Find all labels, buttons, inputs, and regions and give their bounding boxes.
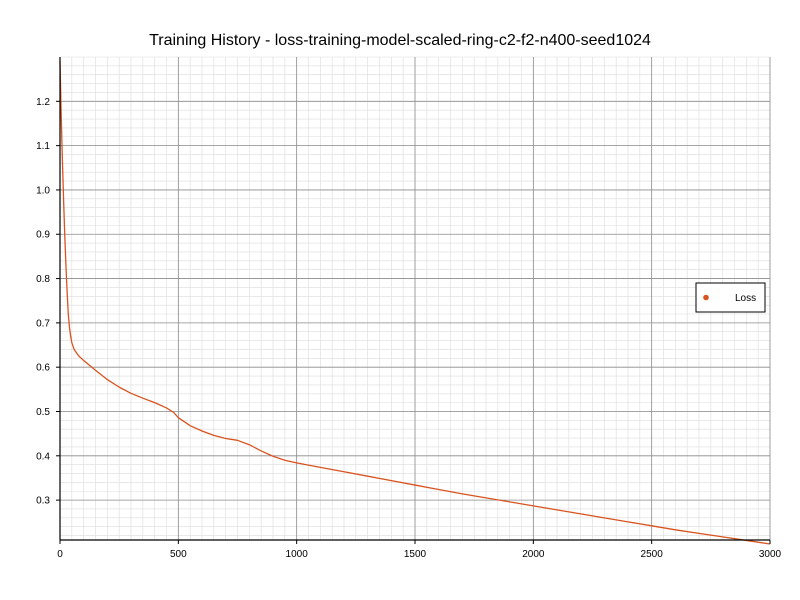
- y-tick-label: 0.9: [36, 230, 50, 241]
- x-tick-label: 1000: [286, 549, 309, 560]
- x-tick-label: 3000: [759, 549, 782, 560]
- series-layer: [59, 61, 771, 545]
- axes: [56, 57, 771, 544]
- y-tick-label: 0.3: [36, 496, 50, 507]
- legend[interactable]: Loss: [695, 282, 766, 313]
- y-tick-label: 0.6: [36, 363, 50, 374]
- y-tick-label: 0.8: [36, 274, 50, 285]
- y-tick-label: 1.1: [36, 141, 50, 152]
- x-tick-label: 1500: [404, 549, 427, 560]
- x-tick-label: 2500: [641, 549, 664, 560]
- chart-title: Training History - loss-training-model-s…: [149, 32, 651, 49]
- x-tick-label: 0: [57, 549, 63, 560]
- tick-labels: 0 500 1000 1500 2000 2500 3000 0.3 0.4 0.5 0.6 0.7 0…: [36, 97, 781, 560]
- y-tick-label: 1.0: [36, 185, 50, 196]
- y-tick-label: 0.4: [36, 451, 50, 462]
- y-tick-label: 1.2: [36, 97, 50, 108]
- legend-label-loss: Loss: [735, 293, 756, 304]
- series-line-loss: [59, 61, 771, 545]
- legend-marker-loss: [703, 294, 709, 301]
- y-tick-label: 0.7: [36, 318, 50, 329]
- x-tick-label: 500: [170, 549, 187, 560]
- x-tick-label: 2000: [522, 549, 545, 560]
- major-grid: [59, 57, 771, 540]
- y-tick-label: 0.5: [36, 407, 50, 418]
